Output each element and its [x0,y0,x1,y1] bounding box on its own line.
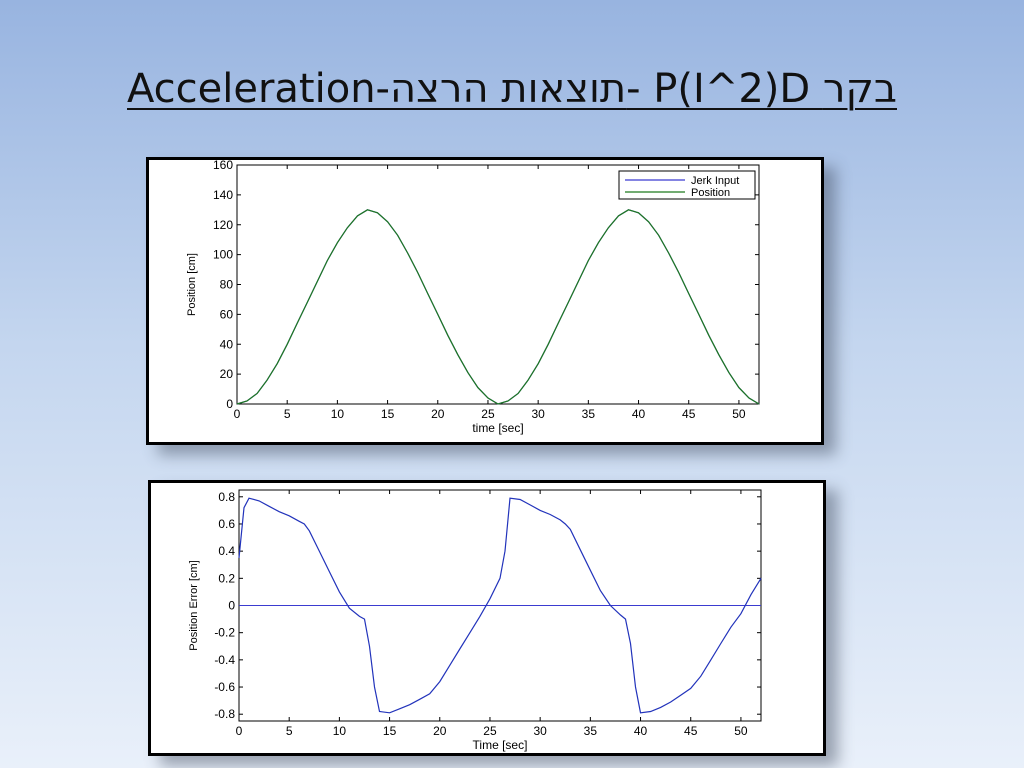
chart0-ytick-label-4: 80 [220,278,234,292]
position-error-chart: 0 5 10 15 20 25 30 35 40 45 50 -0.8 -0.6 -0.4 -0.2 0 0.2… [188,489,762,752]
chart1-x-axis-label: Time [sec] [473,738,528,752]
chart0-ytick-label-3: 60 [220,307,234,321]
chart0-xtick-label-25: 25 [481,407,495,421]
chart1-ytick-label-7: 0.6 [218,517,235,531]
chart1-ytick-label-0: -0.8 [214,707,235,721]
chart0-ytick-label-7: 140 [213,188,233,202]
chart1-ytick-label-3: -0.2 [214,626,235,640]
chart0-legend-label-0: Jerk Input [691,175,739,187]
chart1-ytick-label-1: -0.6 [214,680,235,694]
chart1-ytick-label-6: 0.4 [218,544,235,558]
chart0-ytick-label-8: 160 [213,160,233,172]
chart0-xtick-label-0: 0 [234,407,241,421]
chart0-ytick-label-0: 0 [226,397,233,411]
chart0-xtick-label-40: 40 [632,407,646,421]
chart1-ytick-label-8: 0.8 [218,490,235,504]
chart1-xtick-label-45: 45 [684,724,698,738]
chart0-xtick-label-35: 35 [582,407,596,421]
chart1-xtick-label-10: 10 [333,724,347,738]
chart1-xtick-label-25: 25 [483,724,497,738]
chart0-series-line-position [236,209,760,405]
chart0-xtick-label-10: 10 [331,407,345,421]
chart1-xtick-label-50: 50 [734,724,748,738]
chart1-series-line-0 [238,497,762,714]
position-error-chart-card: 0 5 10 15 20 25 30 35 40 45 50 -0.8 -0.6 -0.4 -0.2 0 0.2… [148,480,826,756]
chart0-xtick-label-50: 50 [732,407,746,421]
chart1-ytick-label-2: -0.4 [214,653,235,667]
chart1-xtick-label-30: 30 [533,724,547,738]
chart1-xtick-label-5: 5 [286,724,293,738]
chart0-legend [618,170,756,200]
chart0-legend-label-1: Position [691,187,730,199]
chart0-x-axis-label: time [sec] [472,421,523,435]
chart0-xtick-label-15: 15 [381,407,395,421]
chart0-ytick-label-6: 120 [213,218,233,232]
chart1-xtick-label-0: 0 [236,724,243,738]
chart1-ytick-label-5: 0.2 [218,571,235,585]
slide-title: Acceleration-תוצאות הרצה- P(I^2)D בקר [127,66,897,112]
position-chart: 0 5 10 15 20 25 30 35 40 45 50 0 20 40 60 80 100 120 140 16… [186,160,760,435]
chart1-xtick-label-15: 15 [383,724,397,738]
chart0-ytick-label-5: 100 [213,248,233,262]
chart0-ytick-label-1: 20 [220,367,234,381]
chart1-y-axis-label: Position Error [cm] [188,560,200,650]
chart1-xtick-label-20: 20 [433,724,447,738]
chart0-y-axis-label: Position [cm] [186,253,198,316]
chart0-xtick-label-5: 5 [284,407,291,421]
chart1-ytick-label-4: 0 [228,599,235,613]
position-chart-card: 0 5 10 15 20 25 30 35 40 45 50 0 20 40 60 80 100 120 140 16… [146,157,824,445]
chart0-ytick-label-2: 40 [220,337,234,351]
chart0-xtick-label-30: 30 [531,407,545,421]
chart0-xtick-label-20: 20 [431,407,445,421]
chart0-plot-area [236,164,760,405]
chart0-xtick-label-45: 45 [682,407,696,421]
chart1-xtick-label-40: 40 [634,724,648,738]
chart1-xtick-label-35: 35 [584,724,598,738]
